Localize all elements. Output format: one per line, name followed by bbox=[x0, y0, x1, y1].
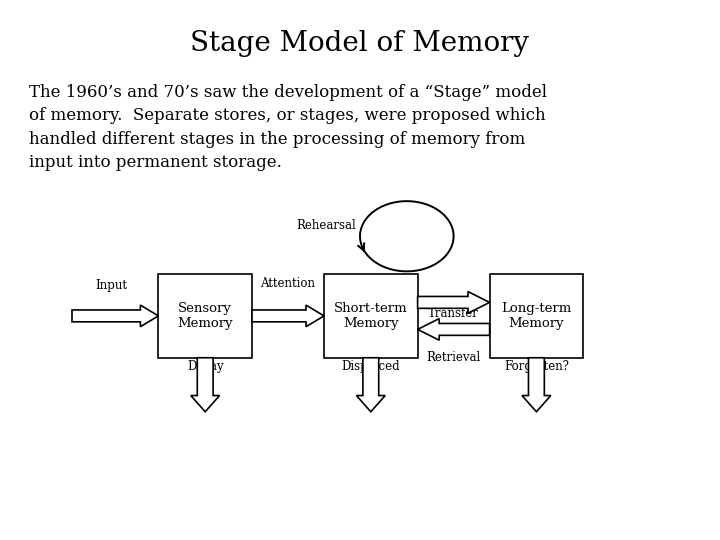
Polygon shape bbox=[522, 358, 551, 412]
Polygon shape bbox=[418, 319, 490, 340]
Polygon shape bbox=[72, 305, 158, 327]
Text: Transfer: Transfer bbox=[428, 307, 479, 320]
Text: The 1960’s and 70’s saw the development of a “Stage” model
of memory.  Separate : The 1960’s and 70’s saw the development … bbox=[29, 84, 546, 171]
FancyBboxPatch shape bbox=[490, 274, 583, 358]
Text: Displaced: Displaced bbox=[341, 361, 400, 374]
Polygon shape bbox=[418, 292, 490, 313]
Text: Stage Model of Memory: Stage Model of Memory bbox=[191, 30, 529, 57]
Text: Long-term
Memory: Long-term Memory bbox=[501, 302, 572, 330]
Text: Rehearsal: Rehearsal bbox=[297, 219, 356, 232]
Text: Input: Input bbox=[96, 279, 127, 292]
Text: Forgotten?: Forgotten? bbox=[504, 361, 569, 374]
Text: Sensory
Memory: Sensory Memory bbox=[177, 302, 233, 330]
Text: Attention: Attention bbox=[261, 277, 315, 290]
FancyBboxPatch shape bbox=[324, 274, 418, 358]
Text: Short-term
Memory: Short-term Memory bbox=[334, 302, 408, 330]
FancyBboxPatch shape bbox=[158, 274, 252, 358]
Polygon shape bbox=[191, 358, 220, 412]
Text: Retrieval: Retrieval bbox=[426, 351, 481, 364]
Polygon shape bbox=[356, 358, 385, 412]
Polygon shape bbox=[252, 305, 324, 327]
Text: Decay: Decay bbox=[187, 361, 223, 374]
